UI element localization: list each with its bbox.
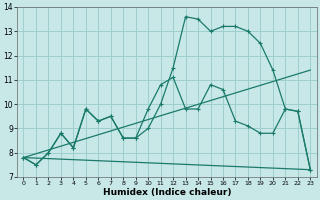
X-axis label: Humidex (Indice chaleur): Humidex (Indice chaleur): [103, 188, 231, 197]
